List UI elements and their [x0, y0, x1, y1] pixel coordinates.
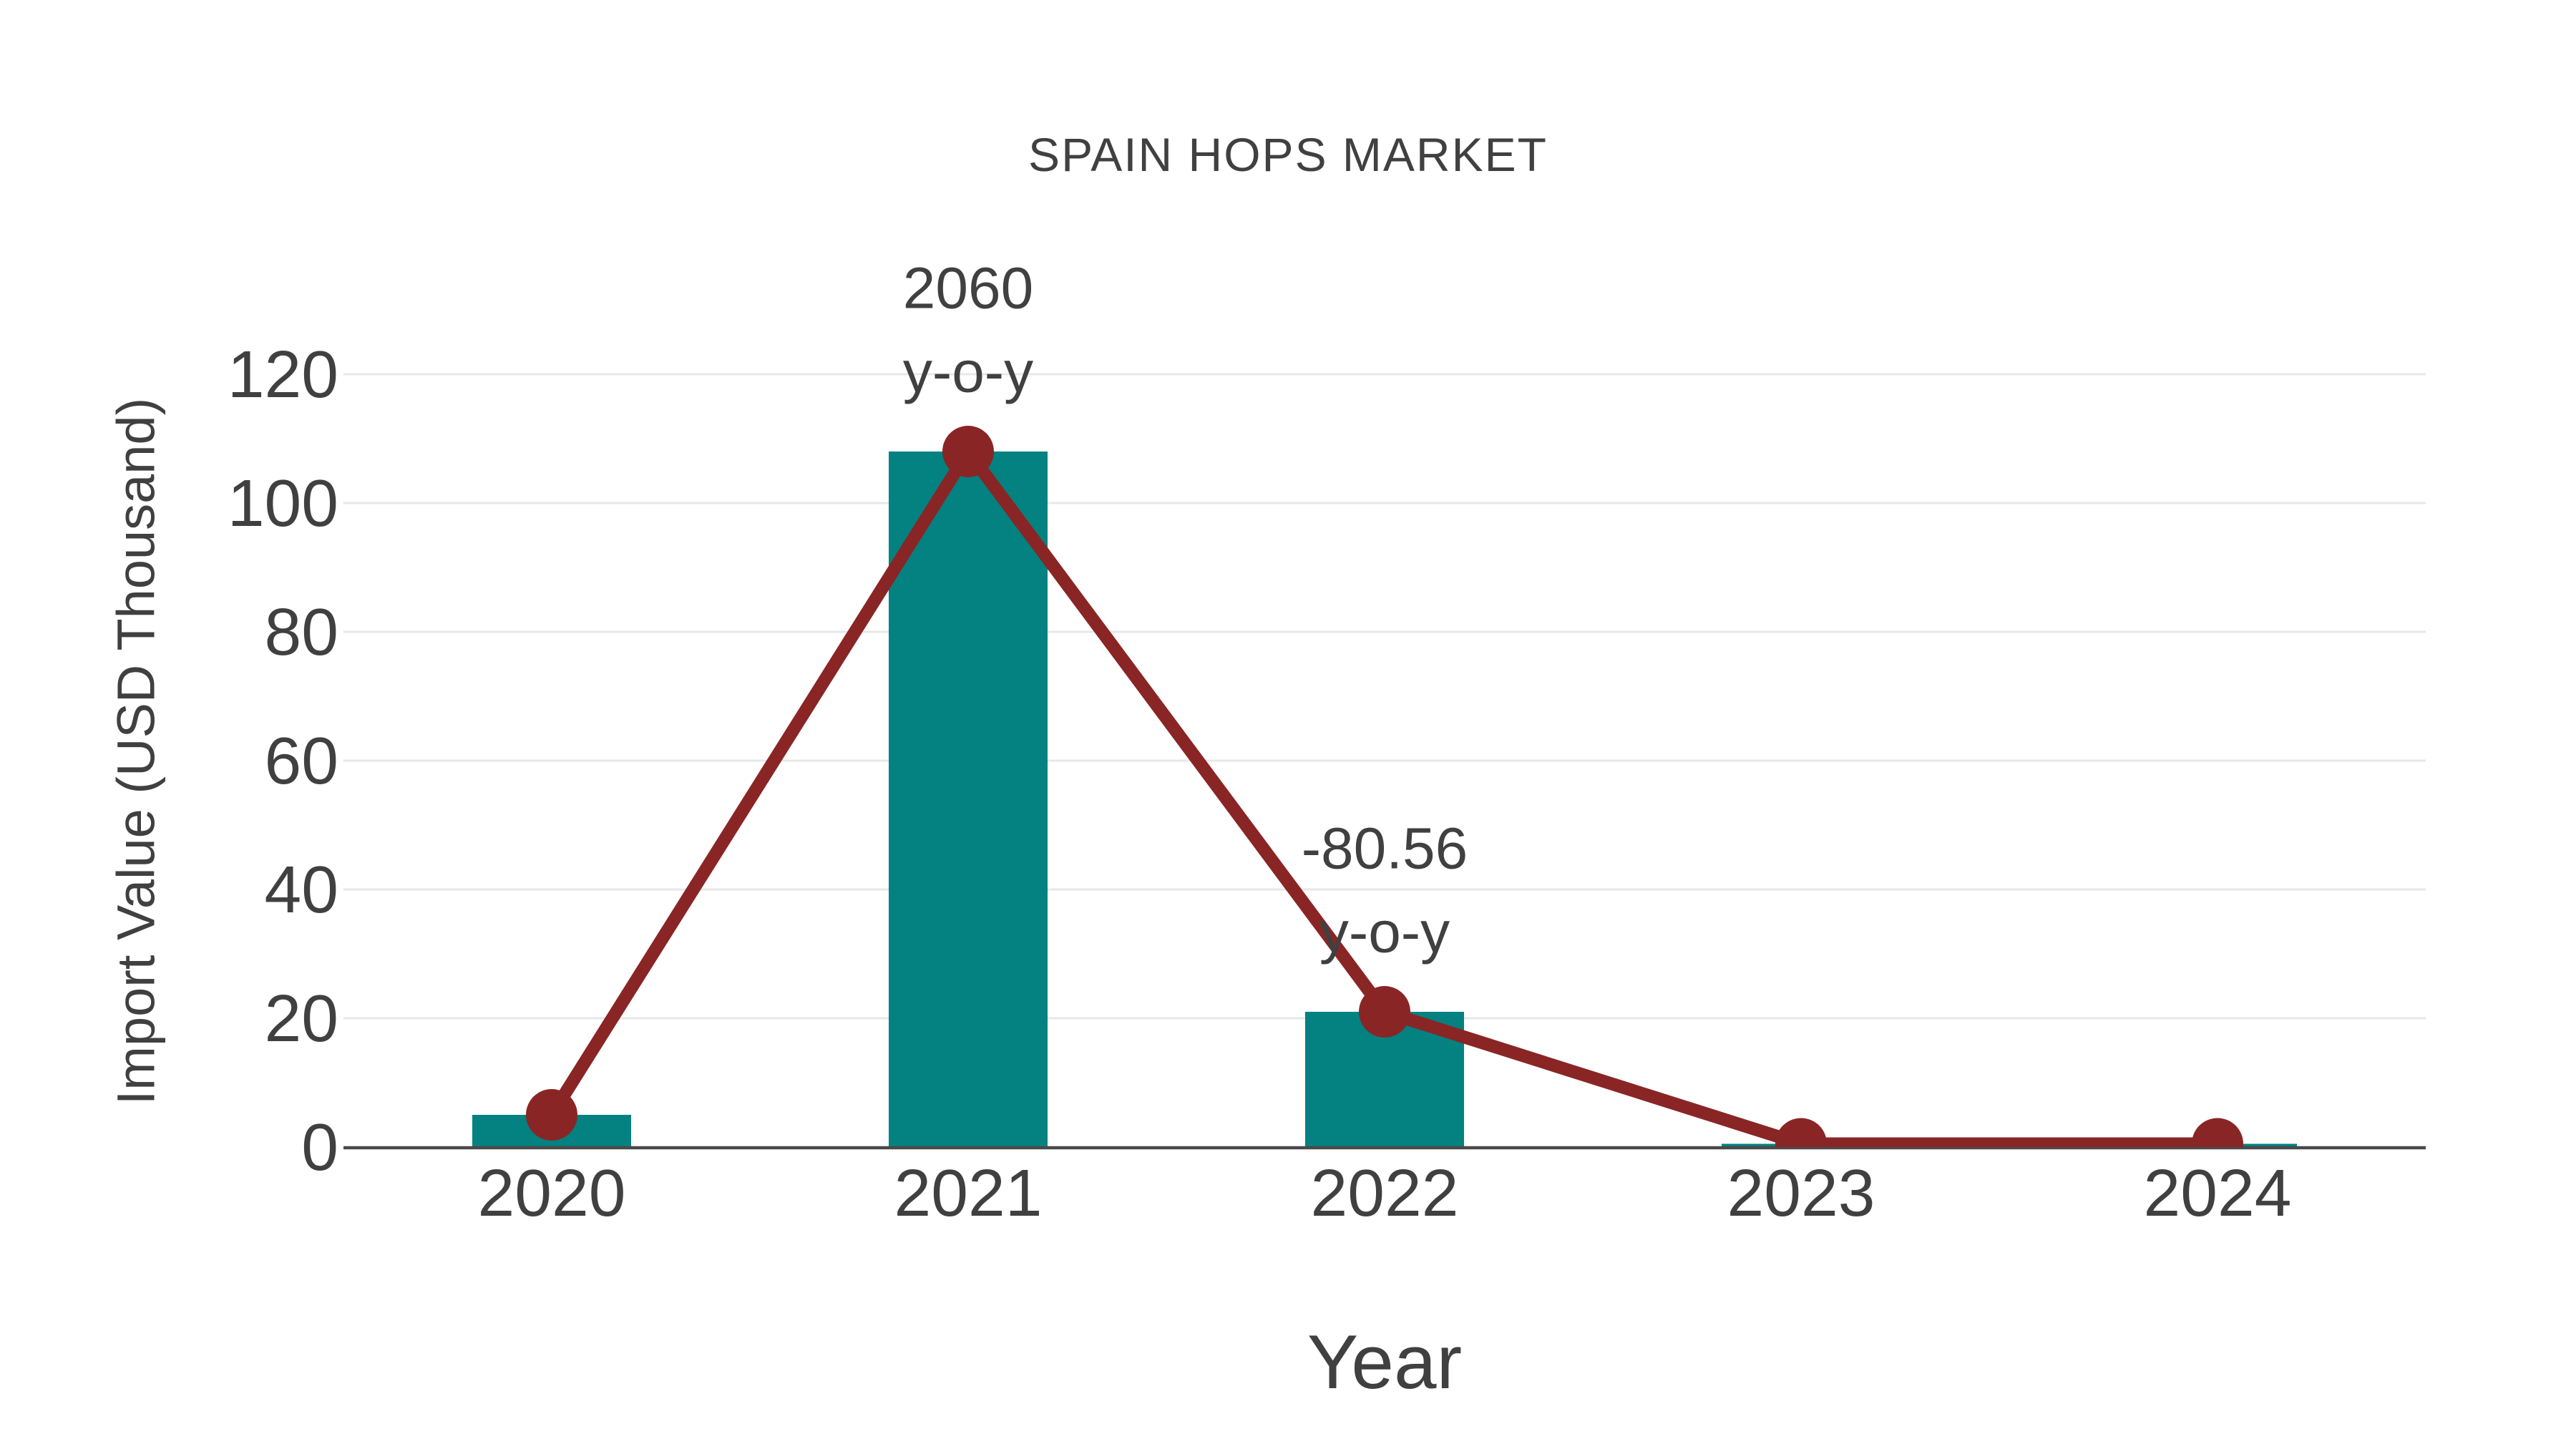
y-tick-label: 20 — [265, 981, 338, 1055]
annotation-line: 2060 — [903, 256, 1033, 321]
x-tick-label: 2022 — [1311, 1156, 1459, 1230]
x-axis-tick-labels: 2020 2021 2022 2023 2024 — [478, 1156, 2292, 1230]
line-marker — [2192, 1118, 2243, 1147]
bar-series — [472, 452, 2297, 1147]
bar — [889, 452, 1048, 1147]
line-marker — [526, 1089, 577, 1141]
x-tick-label: 2024 — [2144, 1156, 2292, 1230]
annotation-line: y-o-y — [903, 340, 1033, 405]
x-tick-label: 2020 — [478, 1156, 626, 1230]
y-axis-title: Import Value (USD Thousand) — [107, 398, 166, 1106]
line-marker — [942, 426, 994, 477]
data-annotations: 2060 y-o-y -80.56 y-o-y — [903, 256, 1468, 965]
y-tick-label: 80 — [265, 595, 338, 669]
y-tick-label: 120 — [228, 337, 338, 411]
x-axis-title: Year — [1307, 1319, 1462, 1405]
x-tick-label: 2023 — [1727, 1156, 1875, 1230]
y-tick-label: 0 — [301, 1110, 338, 1184]
annotation-line: -80.56 — [1302, 816, 1468, 882]
line-marker — [1359, 986, 1410, 1038]
y-axis-tick-labels: 0 20 40 60 80 100 120 — [228, 337, 338, 1184]
line-series — [526, 426, 2243, 1147]
y-tick-label: 40 — [265, 852, 338, 927]
y-tick-label: 100 — [228, 466, 338, 540]
y-tick-label: 60 — [265, 723, 338, 798]
line-marker — [1775, 1118, 1827, 1147]
line-markers — [526, 426, 2243, 1147]
annotation-line: y-o-y — [1319, 900, 1450, 965]
x-tick-label: 2021 — [894, 1156, 1043, 1230]
chart-title: SPAIN HOPS MARKET — [1028, 128, 1548, 181]
